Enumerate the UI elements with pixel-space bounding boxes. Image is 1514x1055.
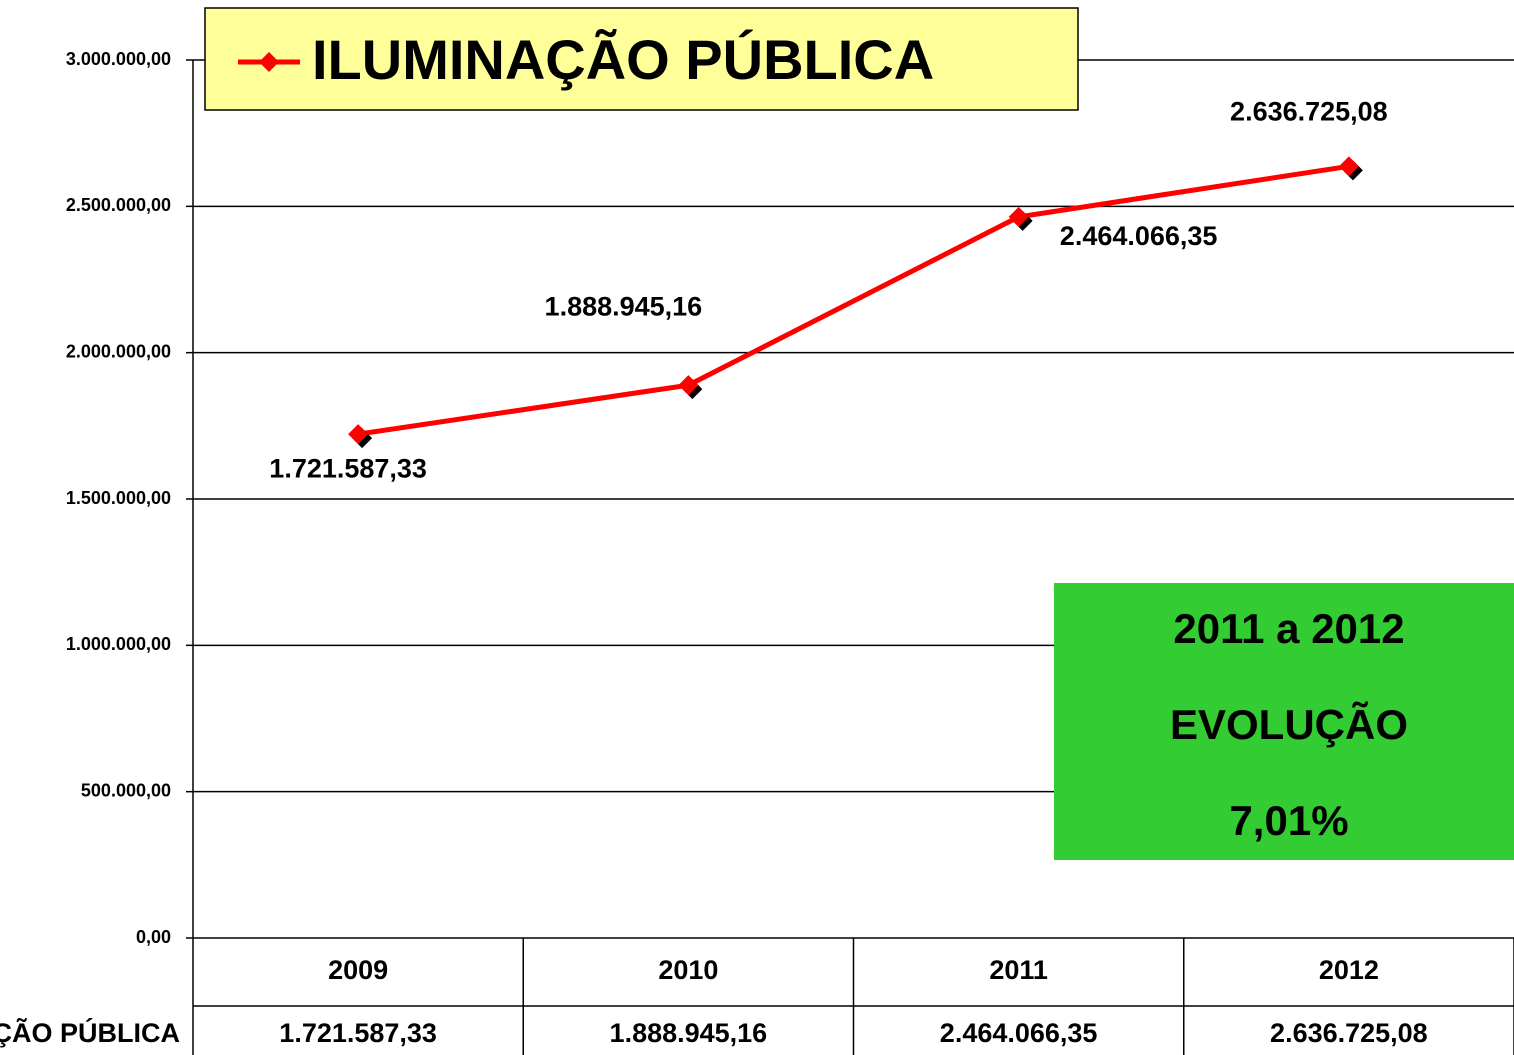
table-value: 1.888.945,16 [610,1018,768,1048]
marker [1338,156,1359,177]
marker [348,424,369,445]
table-value: 1.721.587,33 [279,1018,437,1048]
x-tick-label: 2011 [989,955,1048,985]
legend-box [204,7,1079,111]
annotation: 7,01% [1229,797,1348,844]
y-tick-label: 0,00 [136,927,171,947]
annotation: 2011 a 2012 [1173,605,1404,652]
table-value: 2.636.725,08 [1270,1018,1428,1048]
annotation-box [1054,583,1514,860]
data-label: 2.464.066,35 [1060,221,1218,251]
table-value: 2.464.066,35 [940,1018,1098,1048]
data-label: 1.721.587,33 [269,453,427,483]
x-tick-label: 2010 [658,955,718,985]
y-tick-label: 2.000.000,00 [66,341,171,361]
legend-marker [259,52,279,72]
y-tick-label: 1.000.000,00 [66,634,171,654]
table-row-label: ILUMINAÇÃO PÚBLICA [0,1017,180,1048]
data-label: 1.888.945,16 [545,291,703,321]
data-label: 2.636.725,08 [1230,96,1388,126]
legend-label: ILUMINAÇÃO PÚBLICA [312,28,934,91]
y-tick-label: 2.500.000,00 [66,195,171,215]
marker [1008,206,1029,227]
y-tick-label: 500.000,00 [81,780,171,800]
y-tick-label: 3.000.000,00 [66,49,171,69]
y-tick-label: 1.500.000,00 [66,488,171,508]
x-tick-label: 2009 [328,955,388,985]
marker [678,375,699,396]
series-line [357,163,1350,437]
annotation: EVOLUÇÃO [1170,701,1408,748]
x-tick-label: 2012 [1319,955,1379,985]
